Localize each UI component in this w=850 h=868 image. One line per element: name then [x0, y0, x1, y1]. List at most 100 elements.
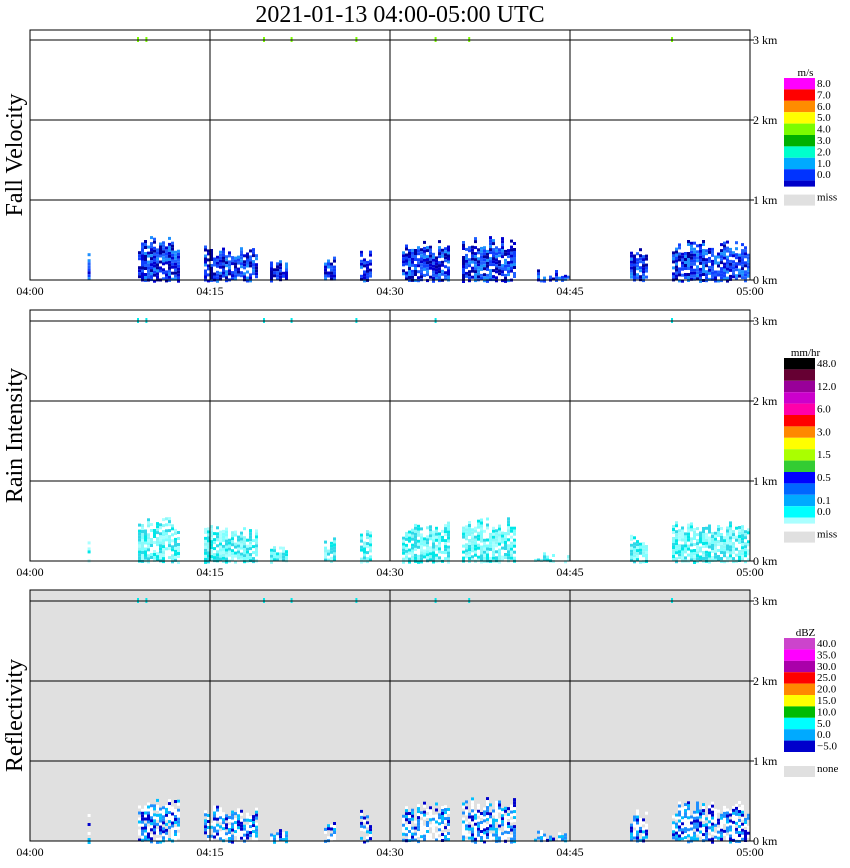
echo-cell: [441, 550, 444, 554]
echo-cell: [225, 826, 228, 830]
echo-cell: [465, 534, 468, 538]
echo-cell: [417, 527, 420, 531]
echo-cell: [465, 833, 468, 837]
echo-cell: [480, 545, 483, 549]
echo-cell: [222, 250, 225, 254]
echo-cell: [225, 554, 228, 558]
echo-cell: [702, 252, 705, 255]
echo-cell: [639, 548, 642, 552]
echo-cell: [333, 268, 336, 272]
echo-cell: [147, 275, 150, 279]
echo-cell: [417, 258, 420, 262]
echo-cell: [684, 544, 687, 548]
echo-cell: [222, 830, 225, 834]
echo-cell: [492, 269, 495, 273]
echo-cell: [675, 262, 678, 266]
echo-cell: [495, 812, 498, 816]
echo-cell: [444, 548, 447, 552]
echo-cell: [477, 809, 480, 813]
echo-cell: [234, 533, 237, 537]
echo-cell: [444, 545, 447, 549]
echo-cell: [510, 550, 513, 554]
echo-cell: [498, 524, 501, 528]
echo-cell: [237, 547, 240, 551]
echo-cell: [474, 270, 477, 274]
echo-cell: [243, 818, 246, 822]
echo-cell: [498, 557, 501, 561]
echo-cell: [285, 553, 288, 557]
echo-cell: [141, 533, 144, 536]
echo-cell: [423, 273, 426, 277]
echo-cell: [495, 538, 498, 542]
echo-cell: [690, 552, 693, 556]
echo-cell: [711, 550, 714, 553]
echo-cell: [633, 824, 636, 828]
echo-cell: [213, 835, 216, 839]
echo-cell: [411, 546, 414, 550]
echo-cell: [330, 824, 333, 828]
echo-cell: [405, 558, 408, 562]
echo-cell: [405, 552, 408, 556]
echo-cell: [240, 555, 243, 559]
echo-cell: [414, 556, 417, 560]
echo-cell: [234, 271, 237, 275]
echo-cell: [729, 810, 732, 814]
echo-cell: [249, 822, 252, 826]
echo-cell: [462, 259, 465, 262]
echo-cell: [483, 246, 486, 250]
echo-cell: [645, 829, 648, 833]
echo-cell: [672, 266, 675, 270]
echo-cell: [177, 802, 180, 806]
echo-cell: [735, 538, 738, 542]
echo-cell: [324, 827, 327, 831]
echo-cell: [162, 833, 165, 837]
echo-cell: [156, 251, 159, 255]
echo-cell: [219, 530, 222, 534]
echo-cell: [168, 275, 171, 279]
echo-cell: [168, 820, 171, 824]
echo-cell: [687, 804, 690, 808]
echo-cell: [675, 545, 678, 549]
echo-cell: [237, 829, 240, 833]
echo-cell: [216, 829, 219, 833]
echo-cell: [438, 813, 441, 817]
echo-cell: [432, 267, 435, 271]
echo-cell: [504, 806, 507, 810]
echo-cell: [441, 812, 444, 815]
echo-cell: [408, 833, 411, 836]
echo-cell: [699, 540, 702, 544]
echo-cell: [141, 545, 144, 548]
echo-cell: [324, 265, 327, 269]
echo-cell: [414, 529, 417, 533]
echo-cell: [165, 261, 168, 265]
echo-cell: [468, 249, 471, 253]
echo-cell: [489, 245, 492, 249]
echo-cell: [429, 254, 432, 258]
echo-cell: [420, 820, 423, 824]
echo-cell: [330, 265, 333, 269]
echo-cell: [507, 547, 510, 551]
echo-cell: [672, 558, 675, 561]
echo-cell: [231, 262, 234, 266]
echo-cell: [447, 551, 450, 555]
echo-cell: [279, 272, 282, 276]
echo-cell: [216, 273, 219, 277]
echo-cell: [279, 546, 282, 550]
echo-cell: [678, 529, 681, 533]
echo-cell: [168, 266, 171, 270]
echo-cell: [696, 259, 699, 263]
echo-cell: [420, 811, 423, 815]
echo-cell: [165, 828, 168, 832]
echo-cell: [417, 545, 420, 549]
echo-cell: [276, 838, 279, 842]
echo-cell: [744, 261, 747, 265]
echo-cell: [723, 829, 726, 833]
echo-cell: [708, 817, 711, 821]
echo-cell: [546, 555, 549, 559]
echo-cell: [243, 254, 246, 258]
echo-cell: [714, 273, 717, 277]
echo-cell: [156, 804, 159, 808]
echo-cell: [408, 270, 411, 273]
echo-cell: [474, 252, 477, 256]
echo-cell: [561, 835, 564, 839]
